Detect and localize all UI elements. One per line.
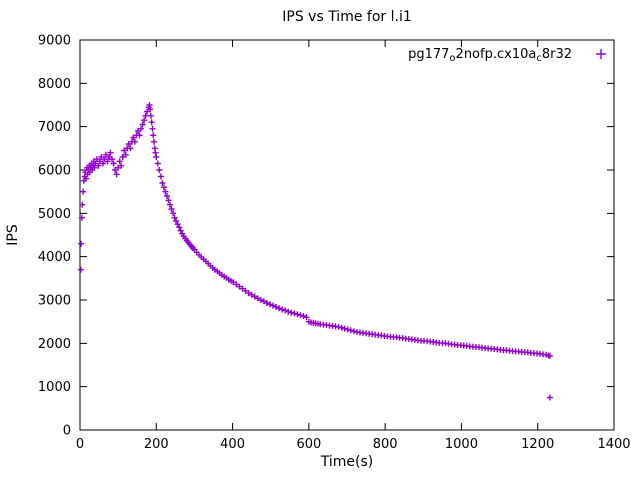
y-tick-label: 8000	[38, 77, 71, 92]
legend-marker-icon	[596, 49, 606, 59]
x-tick-label: 1400	[597, 437, 630, 452]
y-tick-label: 4000	[38, 250, 71, 265]
y-tick-label: 7000	[38, 120, 71, 135]
x-tick-label: 600	[296, 437, 321, 452]
data-points	[77, 102, 553, 401]
legend-label-part: 8r32	[542, 47, 572, 62]
y-tick-label: 9000	[38, 34, 71, 49]
x-tick-label: 400	[220, 437, 245, 452]
y-tick-label: 2000	[38, 337, 71, 352]
y-tick-label: 6000	[38, 164, 71, 179]
plot-border	[79, 39, 615, 431]
y-tick-label: 1000	[38, 380, 71, 395]
x-tick-label: 800	[373, 437, 398, 452]
legend-label-subscript: c	[536, 53, 542, 64]
x-tick-label: 200	[144, 437, 169, 452]
y-tick-label: 5000	[38, 207, 71, 222]
x-axis-label: Time(s)	[320, 454, 373, 470]
legend-label-subscript: o	[449, 53, 455, 64]
x-tick-label: 1200	[521, 437, 554, 452]
y-tick-label: 0	[63, 424, 71, 439]
legend: pg177o2nofp.cx10ac8r32	[408, 47, 606, 64]
x-tick-label: 0	[76, 437, 84, 452]
y-tick-label: 3000	[38, 294, 71, 309]
chart-title: IPS vs Time for l.i1	[282, 9, 412, 25]
legend-label-part: 2nofp.cx10a	[456, 47, 537, 62]
series-pg177-points	[77, 102, 553, 401]
legend-label: pg177o2nofp.cx10ac8r32	[408, 47, 572, 64]
axes: 0 200 400 600 800 1000 1200 1400 0 1000 2000 3000 40…	[38, 34, 631, 453]
x-tick-label: 1000	[445, 437, 478, 452]
legend-label-part: pg177	[408, 47, 449, 62]
y-axis-label: IPS	[5, 224, 21, 246]
